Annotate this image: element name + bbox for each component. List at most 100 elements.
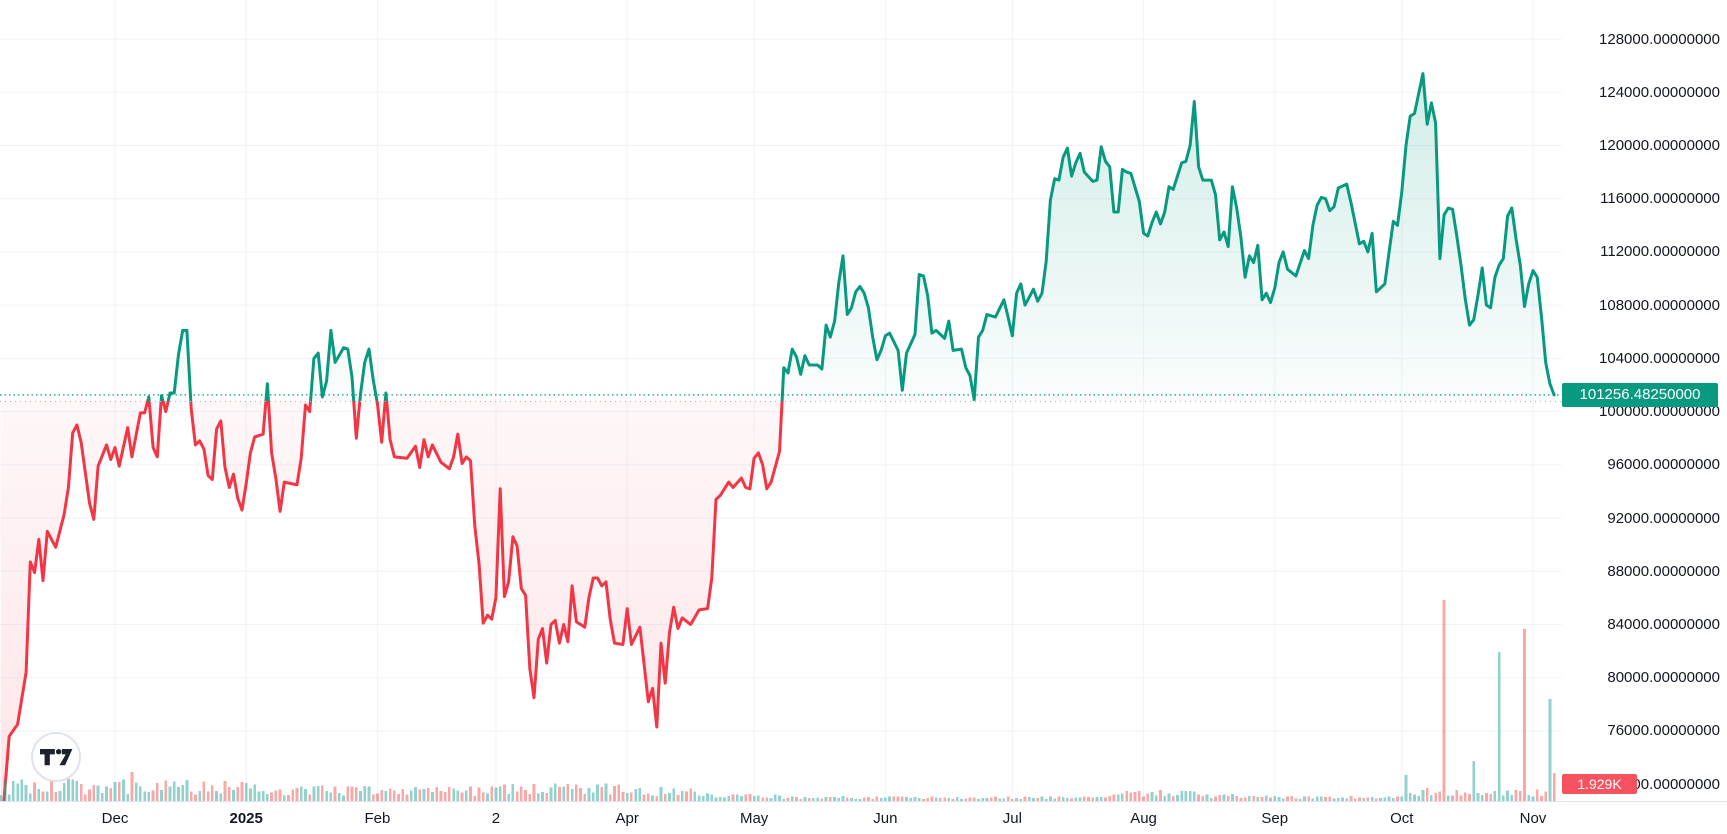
volume-bar (100, 793, 104, 801)
volume-bar (223, 781, 227, 801)
volume-bar (757, 795, 760, 801)
volume-bar (266, 794, 269, 801)
volume-bar (312, 786, 316, 801)
volume-bar (693, 791, 697, 801)
volume-bar (1518, 791, 1522, 801)
volume-bar (524, 789, 527, 801)
volume-bar (761, 797, 764, 801)
volume-bar (371, 794, 375, 801)
volume-bar (795, 797, 798, 801)
volume-bar (1142, 796, 1145, 801)
volume-bar (1417, 796, 1420, 801)
volume-bar (888, 796, 891, 801)
volume-bar (879, 798, 883, 801)
volume-bar (75, 781, 79, 801)
volume-bar (558, 787, 561, 801)
volume-bar (600, 787, 604, 801)
logo-glyph (40, 749, 73, 766)
volume-bar (84, 794, 87, 801)
volume-bar (1082, 796, 1086, 801)
volume-bar (1514, 790, 1518, 801)
volume-bar (50, 780, 53, 801)
volume-bar (981, 798, 985, 801)
volume-bar (20, 779, 24, 801)
volume-bar (528, 793, 532, 801)
volume-bar (1091, 797, 1095, 801)
volume-bar (1468, 794, 1471, 801)
volume-bar (862, 797, 866, 801)
volume-bar (731, 794, 735, 801)
volume-bar (219, 793, 223, 801)
volume-bar (126, 793, 129, 801)
volume-bar (1049, 796, 1052, 801)
volume-bar (1370, 797, 1374, 801)
volume-bar (1286, 796, 1289, 801)
volume-bar (62, 782, 66, 801)
volume-bar (198, 790, 201, 801)
volume-bar (37, 789, 41, 801)
volume-bar (1506, 790, 1509, 801)
volume-bar (951, 798, 955, 801)
volume-bar (354, 787, 358, 801)
volume-bar (1548, 699, 1552, 801)
volume-bar (342, 795, 345, 801)
volume-bar (439, 791, 443, 801)
volume-bar (418, 789, 422, 801)
volume-bar (1290, 796, 1294, 801)
volume-bar (871, 798, 874, 801)
volume-bar (1442, 600, 1446, 801)
volume-bar (1307, 796, 1310, 801)
volume-bar (968, 797, 972, 801)
volume-bar (325, 790, 328, 801)
volume-bar (134, 782, 138, 801)
area-fill-up (147, 73, 1555, 401)
volume-bar (1146, 793, 1150, 801)
volume-bar (587, 787, 591, 801)
volume-bar (972, 797, 976, 801)
volume-bar (744, 794, 747, 801)
volume-bar (752, 795, 756, 801)
volume-bar (867, 797, 870, 801)
volume-bar (1040, 796, 1044, 801)
volume-bar (1061, 797, 1065, 801)
volume-bar (1413, 794, 1416, 801)
volume-bar (1066, 798, 1069, 801)
volume-bar (147, 792, 151, 801)
volume-bar (1353, 798, 1357, 801)
volume-bar (727, 795, 731, 801)
volume-bar (1472, 761, 1476, 801)
volume-bar (1345, 798, 1349, 801)
volume-bar (1408, 793, 1412, 801)
volume-bar (710, 794, 714, 801)
volume-bar (278, 789, 282, 801)
volume-bar (858, 799, 862, 801)
volume-bar (24, 784, 28, 801)
volume-bar (659, 786, 663, 801)
volume-bar (575, 784, 578, 801)
volume-bar (884, 797, 887, 801)
volume-bar (270, 792, 273, 801)
volume-bar (1265, 795, 1268, 801)
volume-bar (227, 786, 231, 801)
volume-bar (1176, 795, 1179, 801)
volume-bar (850, 798, 853, 801)
volume-bar (481, 792, 485, 801)
volume-bar (316, 786, 320, 801)
volume-bar (1129, 792, 1133, 801)
volume-bar (591, 792, 595, 801)
tradingview-logo[interactable] (30, 731, 82, 783)
volume-bar (1510, 794, 1514, 801)
volume-bar (494, 787, 498, 801)
volume-bar (845, 797, 849, 801)
volume-bar (1269, 797, 1272, 801)
volume-bar (397, 794, 400, 801)
volume-bar (608, 794, 612, 801)
volume-bar (989, 797, 993, 801)
volume-bar (778, 795, 781, 801)
volume-bar (1184, 791, 1188, 801)
volume-bar (765, 797, 769, 801)
volume-bar (1396, 796, 1399, 801)
volume-bar (1087, 797, 1090, 801)
volume-bar (515, 791, 519, 801)
